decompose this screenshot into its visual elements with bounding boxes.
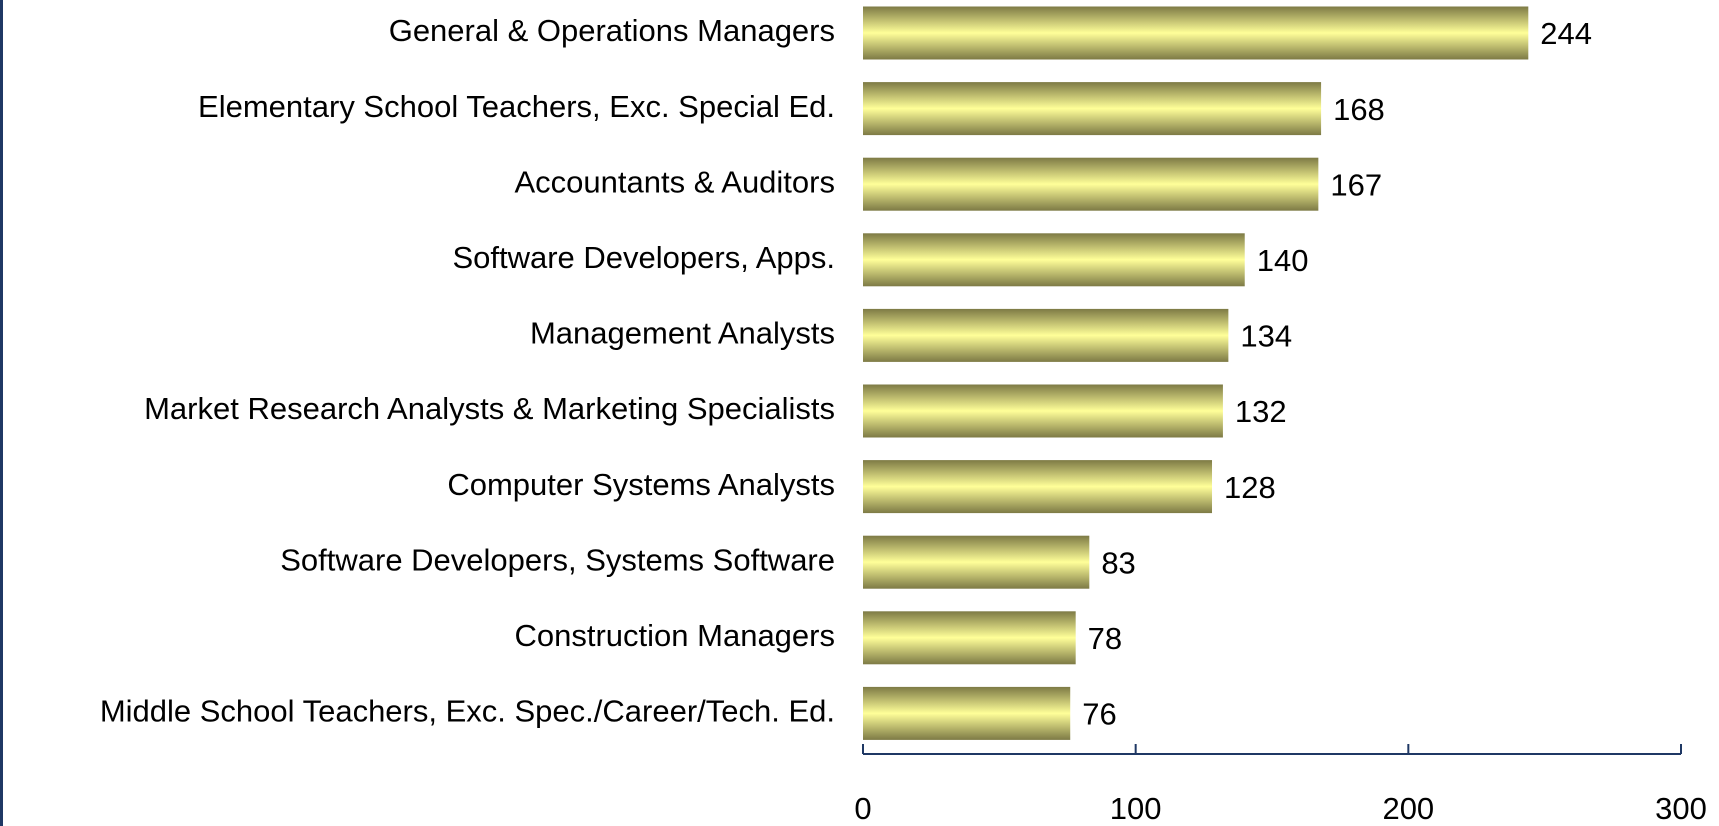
bar bbox=[863, 384, 1223, 438]
y-tick-label: Elementary School Teachers, Exc. Special… bbox=[198, 89, 835, 124]
value-label: 134 bbox=[1240, 319, 1292, 354]
y-tick-label: Construction Managers bbox=[515, 618, 836, 653]
value-label: 244 bbox=[1540, 16, 1592, 51]
value-label: 140 bbox=[1257, 243, 1309, 278]
value-label: 132 bbox=[1235, 394, 1287, 429]
y-tick-label: Computer Systems Analysts bbox=[447, 467, 835, 502]
bar bbox=[863, 157, 1319, 211]
y-tick-label: General & Operations Managers bbox=[389, 13, 835, 48]
value-label: 76 bbox=[1082, 697, 1116, 732]
left-border bbox=[0, 0, 3, 826]
bar bbox=[863, 6, 1529, 60]
bar bbox=[863, 460, 1213, 514]
y-tick-label: Middle School Teachers, Exc. Spec./Caree… bbox=[100, 694, 835, 729]
value-label: 168 bbox=[1333, 92, 1385, 127]
value-label: 128 bbox=[1224, 470, 1276, 505]
value-label: 83 bbox=[1101, 545, 1135, 580]
y-tick-label: Accountants & Auditors bbox=[514, 164, 835, 199]
bar bbox=[863, 686, 1071, 740]
x-tick-label: 100 bbox=[1110, 791, 1162, 826]
x-tick-label: 200 bbox=[1382, 791, 1434, 826]
x-tick-label: 300 bbox=[1655, 791, 1707, 826]
bar bbox=[863, 611, 1076, 665]
y-tick-label: Software Developers, Systems Software bbox=[280, 542, 835, 577]
y-tick-label: Software Developers, Apps. bbox=[452, 240, 835, 275]
bar bbox=[863, 233, 1245, 287]
y-tick-label: Market Research Analysts & Marketing Spe… bbox=[144, 391, 835, 426]
bar bbox=[863, 308, 1229, 362]
value-label: 167 bbox=[1330, 167, 1382, 202]
bar bbox=[863, 535, 1090, 589]
value-label: 78 bbox=[1088, 621, 1122, 656]
x-tick-label: 0 bbox=[854, 791, 871, 826]
y-tick-label: Management Analysts bbox=[530, 316, 835, 351]
bar bbox=[863, 82, 1322, 136]
